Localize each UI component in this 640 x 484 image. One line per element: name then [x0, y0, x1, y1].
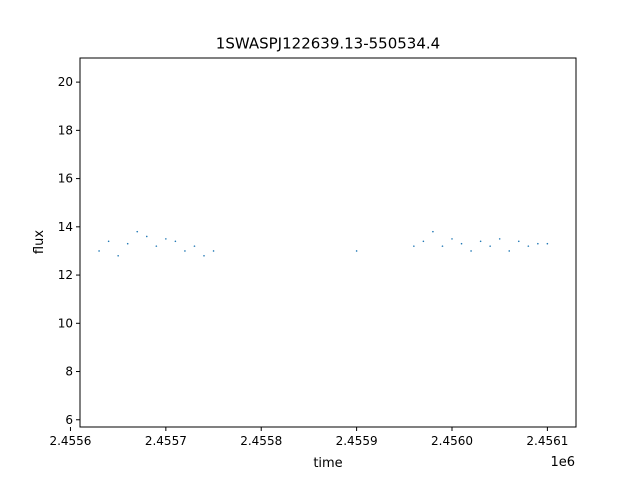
data-point [546, 242, 549, 245]
data-point [432, 230, 434, 233]
y-tick-label: 18 [58, 123, 73, 137]
y-tick-label: 12 [58, 268, 73, 282]
data-points [98, 230, 549, 257]
x-tick-label: 2.4560 [431, 434, 473, 448]
data-point [489, 245, 491, 247]
data-point [470, 250, 472, 252]
data-point [441, 245, 444, 247]
data-point [193, 245, 196, 247]
data-point [537, 242, 539, 245]
data-point [165, 238, 167, 240]
y-tick-label: 10 [58, 316, 73, 330]
data-point [203, 254, 205, 257]
x-tick-label: 2.4561 [526, 434, 568, 448]
data-point [527, 245, 530, 247]
data-point [413, 245, 415, 247]
x-axis-label: time [313, 456, 342, 471]
data-point [460, 242, 463, 245]
x-axis-ticks: 2.4556 2.4557 2.4558 2.4559 2.4560 2.4561 [49, 427, 568, 448]
y-tick-label: 16 [58, 172, 73, 186]
plot-area-frame [79, 57, 577, 428]
data-point [498, 238, 501, 240]
x-tick-label: 2.4558 [240, 434, 282, 448]
data-point [355, 250, 358, 252]
data-point [107, 240, 110, 243]
data-point [117, 254, 119, 257]
data-point [126, 242, 129, 245]
data-point [136, 230, 139, 233]
data-point [155, 245, 158, 247]
x-tick-label: 2.4559 [336, 434, 378, 448]
data-point [479, 240, 482, 243]
x-tick-label: 2.4557 [145, 434, 187, 448]
x-tick-label: 2.4556 [49, 434, 91, 448]
data-point [184, 250, 186, 252]
y-tick-label: 14 [58, 220, 73, 234]
y-axis-label: flux [32, 230, 47, 254]
data-point [451, 238, 453, 240]
data-point [98, 250, 100, 252]
y-tick-label: 8 [65, 365, 73, 379]
data-point [145, 235, 148, 238]
data-point [517, 240, 520, 243]
data-point [508, 250, 511, 252]
x-axis-offset-label: 1e6 [550, 455, 575, 470]
y-axis-ticks: 6 8 10 12 14 16 18 20 [58, 75, 80, 427]
data-point [174, 240, 177, 243]
chart-title: 1SWASPJ122639.13-550534.4 [216, 35, 440, 53]
y-tick-label: 20 [58, 75, 73, 89]
data-point [212, 250, 215, 252]
y-tick-label: 6 [65, 413, 73, 427]
data-point [422, 240, 425, 243]
